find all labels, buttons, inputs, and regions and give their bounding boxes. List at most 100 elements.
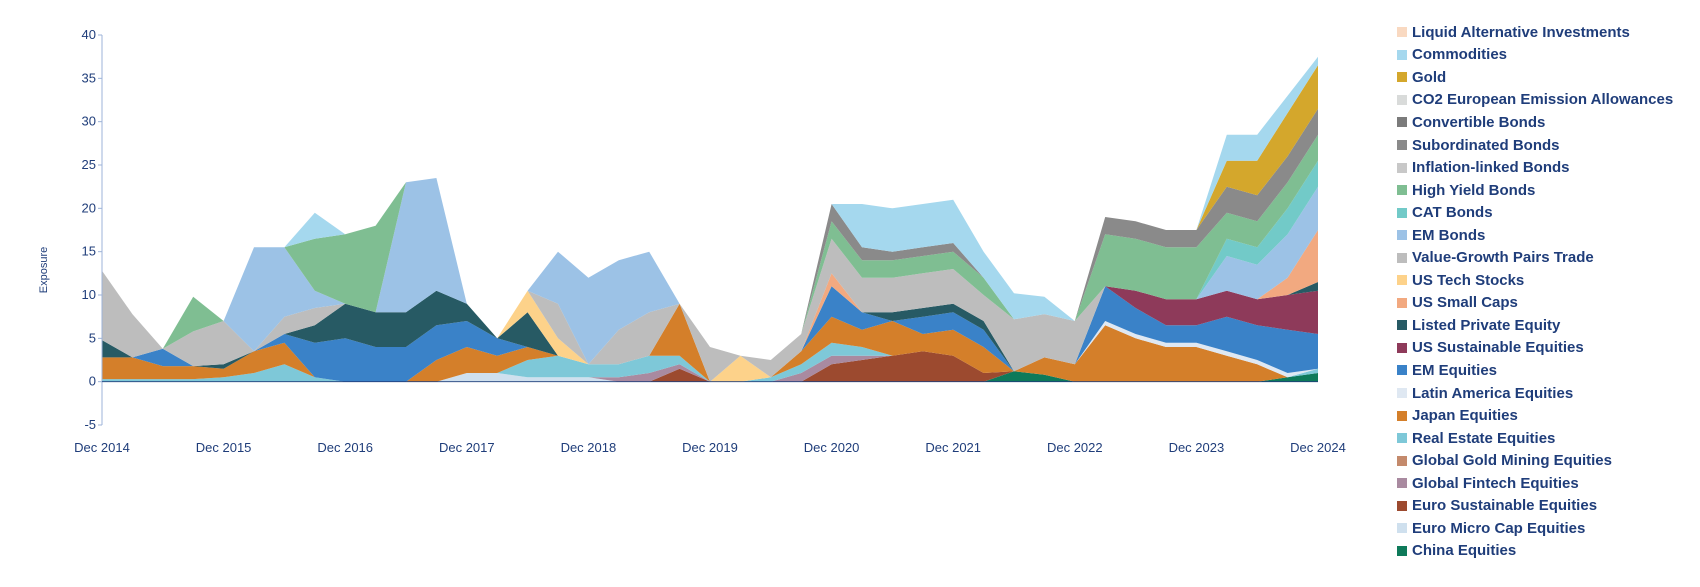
legend-swatch: [1397, 500, 1407, 511]
area-series-listed-private-equity: [102, 282, 1318, 382]
legend-label: Real Estate Equities: [1412, 429, 1556, 447]
x-tick-label: Dec 2021: [925, 440, 981, 455]
legend-label: Euro Sustainable Equities: [1412, 497, 1598, 515]
legend-item: Japan Equities: [1397, 404, 1697, 427]
legend-item: Listed Private Equity: [1397, 314, 1697, 337]
legend-item: CO2 European Emission Allowances: [1397, 89, 1697, 112]
legend-label: EM Bonds: [1412, 226, 1486, 244]
legend-item: China Equities: [1397, 540, 1697, 563]
x-tick-label: Dec 2015: [196, 440, 252, 455]
y-tick-label: 35: [82, 70, 96, 85]
y-tick-label: 20: [82, 200, 96, 215]
legend-swatch: [1397, 162, 1407, 173]
legend-label: Japan Equities: [1412, 407, 1518, 425]
y-tick-label: -5: [84, 417, 96, 432]
legend-swatch: [1397, 185, 1407, 196]
legend-item: US Small Caps: [1397, 292, 1697, 315]
x-tick-label: Dec 2018: [561, 440, 617, 455]
legend-label: CAT Bonds: [1412, 204, 1493, 222]
legend-swatch: [1397, 230, 1407, 241]
legend-swatch: [1397, 49, 1407, 60]
legend-item: Convertible Bonds: [1397, 111, 1697, 134]
legend: Liquid Alternative Investments Commoditie…: [1397, 21, 1697, 562]
area-series-em-bonds: [102, 178, 1318, 365]
x-tick-label: Dec 2016: [317, 440, 373, 455]
legend-swatch: [1397, 252, 1407, 263]
legend-item: Liquid Alternative Investments: [1397, 21, 1697, 44]
legend-label: Value-Growth Pairs Trade: [1412, 249, 1594, 267]
legend-swatch: [1397, 140, 1407, 150]
x-tick-label: Dec 2023: [1169, 440, 1225, 455]
legend-label: EM Equities: [1412, 361, 1498, 379]
legend-swatch: [1397, 117, 1407, 128]
legend-swatch: [1397, 320, 1407, 331]
legend-label: Commodities: [1412, 46, 1508, 64]
legend-label: Gold: [1412, 68, 1447, 86]
x-tick-label: Dec 2020: [804, 440, 860, 455]
legend-label: Convertible Bonds: [1412, 113, 1546, 131]
legend-swatch: [1397, 545, 1407, 556]
legend-label: Latin America Equities: [1412, 384, 1574, 402]
y-tick-label: 10: [82, 287, 96, 302]
y-axis-label: Exposure: [38, 247, 50, 293]
y-tick-label: 40: [82, 27, 96, 42]
legend-label: High Yield Bonds: [1412, 181, 1536, 199]
area-series-japan-equities: [102, 303, 1318, 382]
legend-label: Liquid Alternative Investments: [1412, 23, 1630, 41]
y-tick-label: 25: [82, 157, 96, 172]
legend-label: Euro Micro Cap Equities: [1412, 519, 1586, 537]
legend-label: CO2 European Emission Allowances: [1412, 91, 1674, 109]
legend-swatch: [1397, 94, 1407, 105]
legend-swatch: [1397, 275, 1407, 286]
legend-label: China Equities: [1412, 542, 1517, 560]
legend-swatch: [1397, 523, 1407, 534]
axes-group: -5 0 5 10 15 20 25 30 35 40 Dec 2014 Dec 2015 Dec 20…: [74, 27, 1346, 455]
y-tick-label: 30: [82, 114, 96, 129]
legend-label: Listed Private Equity: [1412, 316, 1561, 334]
stacked-area-chart: -5 0 5 10 15 20 25 30 35 40 Dec 2014 Dec 2015 Dec 20…: [38, 27, 1346, 455]
x-tick-label: Dec 2014: [74, 440, 130, 455]
x-tick-label: Dec 2017: [439, 440, 495, 455]
area-series-high-yield-bonds: [102, 134, 1318, 360]
legend-item: US Sustainable Equities: [1397, 337, 1697, 360]
x-tick-label: Dec 2024: [1290, 440, 1346, 455]
y-tick-label: 5: [89, 330, 96, 345]
area-series-china-equities: [102, 371, 1318, 382]
legend-swatch: [1397, 478, 1407, 489]
x-tick-label: Dec 2022: [1047, 440, 1103, 455]
legend-item: High Yield Bonds: [1397, 179, 1697, 202]
legend-swatch: [1397, 388, 1407, 399]
legend-label: US Sustainable Equities: [1412, 339, 1584, 357]
legend-swatch: [1397, 297, 1407, 308]
legend-label: Inflation-linked Bonds: [1412, 159, 1570, 177]
legend-item: Value-Growth Pairs Trade: [1397, 246, 1697, 269]
legend-item: Inflation-linked Bonds: [1397, 156, 1697, 179]
y-tick-label: 15: [82, 244, 96, 259]
legend-item: EM Bonds: [1397, 224, 1697, 247]
legend-swatch: [1397, 342, 1407, 353]
legend-item: US Tech Stocks: [1397, 269, 1697, 292]
legend-item: Real Estate Equities: [1397, 427, 1697, 450]
legend-swatch: [1397, 27, 1407, 38]
area-series-value-growth-pairs-trade: [102, 230, 1318, 382]
legend-item: Global Gold Mining Equities: [1397, 449, 1697, 472]
area-series-em-equities: [102, 286, 1318, 382]
legend-swatch: [1397, 455, 1407, 466]
legend-item: EM Equities: [1397, 359, 1697, 382]
legend-item: Euro Sustainable Equities: [1397, 494, 1697, 517]
legend-label: Global Fintech Equities: [1412, 474, 1579, 492]
legend-swatch: [1397, 410, 1407, 421]
legend-label: US Tech Stocks: [1412, 271, 1525, 289]
legend-item: Gold: [1397, 66, 1697, 89]
legend-label: US Small Caps: [1412, 294, 1518, 312]
legend-label: Subordinated Bonds: [1412, 136, 1560, 154]
legend-swatch: [1397, 207, 1407, 218]
legend-item: Subordinated Bonds: [1397, 134, 1697, 157]
legend-swatch: [1397, 433, 1407, 444]
legend-item: Latin America Equities: [1397, 382, 1697, 405]
legend-label: Global Gold Mining Equities: [1412, 452, 1612, 470]
x-tick-label: Dec 2019: [682, 440, 738, 455]
legend-swatch: [1397, 365, 1407, 376]
legend-item: Commodities: [1397, 44, 1697, 67]
area-series-group: [102, 56, 1318, 382]
